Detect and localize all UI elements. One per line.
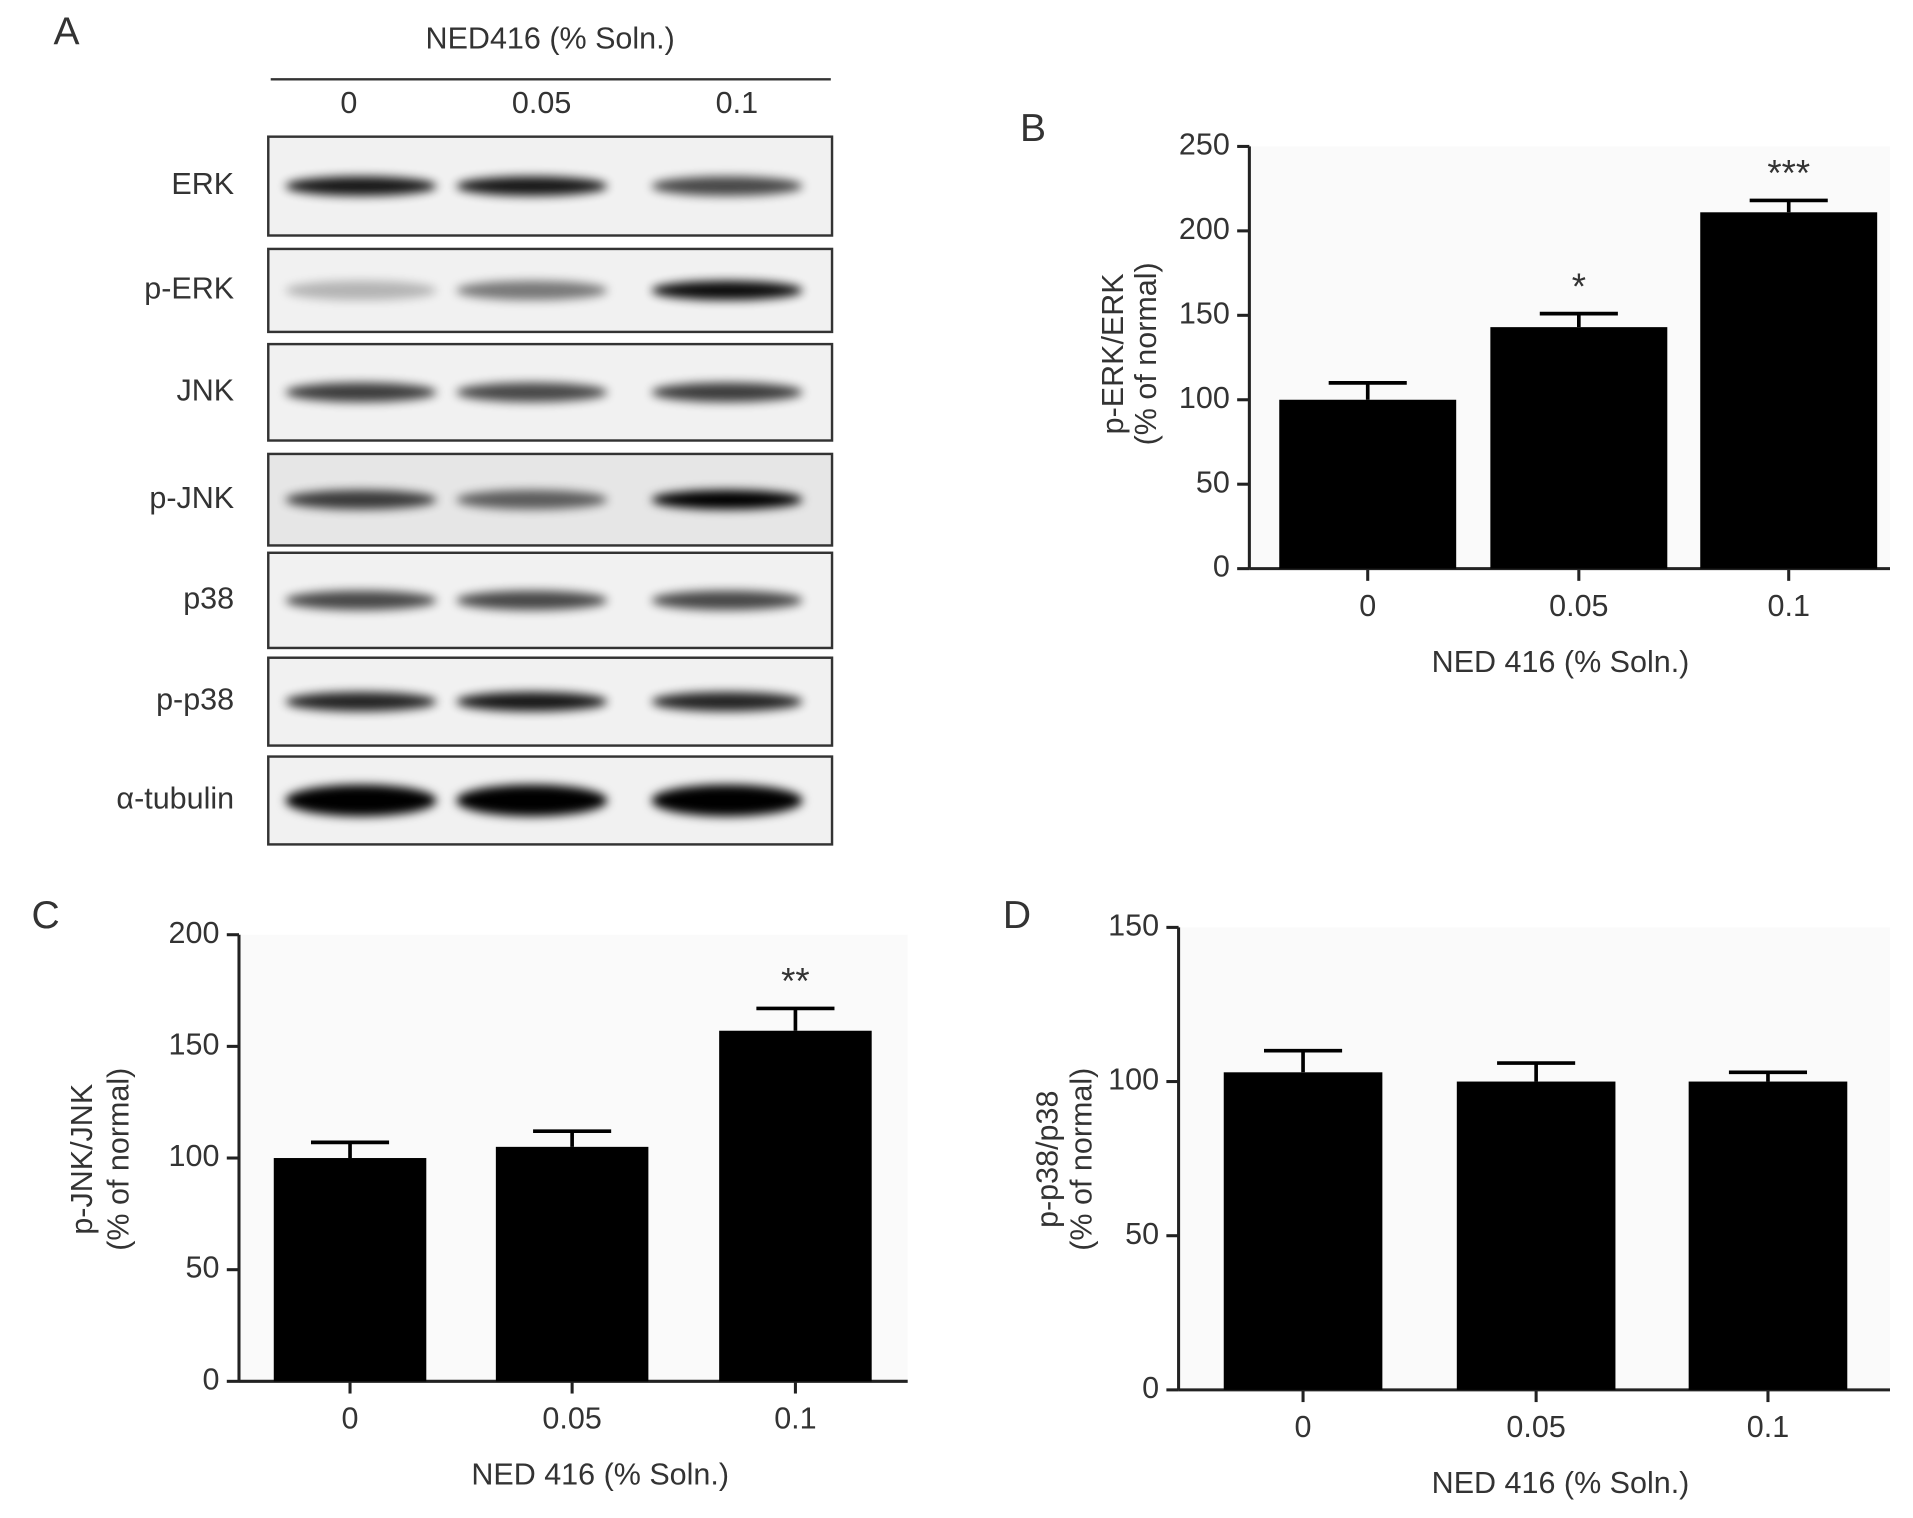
x-axis-title: NED 416 (% Soln.) (1432, 645, 1690, 679)
y-tick-label: 200 (1179, 212, 1230, 246)
error-bar (1497, 1061, 1576, 1082)
x-tick-label: 0 (1359, 589, 1376, 623)
y-axis-title: p-JNK/JNK (65, 1084, 99, 1235)
x-tick-label: 0.05 (1506, 1410, 1565, 1444)
bar (1456, 1081, 1616, 1390)
y-tick-label: 250 (1179, 127, 1230, 161)
y-tick-label: 200 (169, 916, 220, 950)
bar (1490, 327, 1668, 569)
y-axis-title: (% of normal) (1129, 262, 1163, 445)
lane-label: 0.05 (512, 86, 571, 120)
y-tick-label: 0 (1213, 550, 1230, 584)
y-axis-title: (% of normal) (102, 1068, 136, 1251)
panel-letter: D (1003, 894, 1031, 937)
row-label: ERK (171, 167, 234, 201)
blot-header: NED416 (% Soln.) (426, 21, 675, 55)
band (651, 784, 803, 817)
band (456, 176, 608, 196)
band (651, 280, 803, 301)
significance: ** (781, 961, 809, 1002)
band (285, 176, 437, 196)
y-tick-label: 150 (169, 1027, 220, 1061)
band (651, 382, 803, 403)
band (651, 489, 803, 510)
row-label: α-tubulin (116, 782, 234, 816)
row-label: p38 (183, 581, 234, 615)
row-label: p-p38 (156, 683, 234, 717)
error-bar (310, 1140, 390, 1159)
significance: * (1572, 266, 1586, 307)
error-bar (1728, 1070, 1808, 1082)
x-tick-label: 0 (342, 1401, 359, 1435)
band (651, 691, 803, 712)
y-tick-label: 50 (186, 1251, 220, 1285)
bar (1688, 1081, 1848, 1390)
x-axis-title: NED 416 (% Soln.) (471, 1458, 729, 1492)
bar (1700, 212, 1878, 569)
bar (719, 1030, 872, 1382)
y-tick-label: 0 (1142, 1371, 1159, 1405)
row-label: p-ERK (144, 271, 234, 305)
bar (1279, 399, 1457, 569)
band (285, 784, 437, 817)
x-tick-label: 0.1 (1768, 589, 1810, 623)
band (456, 691, 608, 712)
band (456, 489, 608, 510)
band (456, 280, 608, 301)
lane-label: 0.1 (716, 86, 758, 120)
error-bar (533, 1129, 612, 1147)
band (285, 280, 437, 301)
lane-label: 0 (340, 86, 357, 120)
x-tick-label: 0 (1295, 1410, 1312, 1444)
bar (273, 1158, 427, 1382)
y-tick-label: 150 (1108, 908, 1159, 942)
panel-letter: C (32, 894, 60, 937)
panel-letter: A (54, 10, 80, 53)
x-tick-label: 0.05 (1549, 589, 1608, 623)
x-axis-title: NED 416 (% Soln.) (1432, 1466, 1690, 1500)
band (285, 382, 437, 403)
y-tick-label: 100 (169, 1139, 220, 1173)
panel-letter: B (1020, 107, 1046, 150)
error-bar (756, 1006, 835, 1031)
band (285, 489, 437, 510)
band (456, 590, 608, 611)
y-tick-label: 100 (1108, 1063, 1159, 1097)
error-bar (1328, 381, 1407, 400)
y-tick-label: 100 (1179, 381, 1230, 415)
band (651, 590, 803, 611)
y-axis-title: p-ERK/ERK (1096, 273, 1130, 434)
bar (1223, 1072, 1383, 1390)
y-axis-title: (% of normal) (1064, 1068, 1098, 1251)
error-bar (1264, 1048, 1343, 1073)
y-axis-title: p-p38/p38 (1030, 1091, 1064, 1228)
y-tick-label: 50 (1125, 1217, 1159, 1251)
band (285, 691, 437, 712)
y-tick-label: 150 (1179, 296, 1230, 330)
x-tick-label: 0.05 (542, 1401, 601, 1435)
x-tick-label: 0.1 (774, 1401, 816, 1435)
row-label: JNK (176, 373, 234, 407)
band (456, 382, 608, 403)
significance: *** (1767, 153, 1810, 194)
band (285, 590, 437, 611)
error-bar (1749, 198, 1828, 213)
y-tick-label: 0 (202, 1362, 219, 1396)
band (651, 176, 803, 196)
bar (495, 1146, 649, 1382)
error-bar (1539, 311, 1618, 328)
row-label: p-JNK (149, 481, 234, 515)
band (456, 784, 608, 817)
y-tick-label: 50 (1196, 465, 1230, 499)
x-tick-label: 0.1 (1747, 1410, 1789, 1444)
